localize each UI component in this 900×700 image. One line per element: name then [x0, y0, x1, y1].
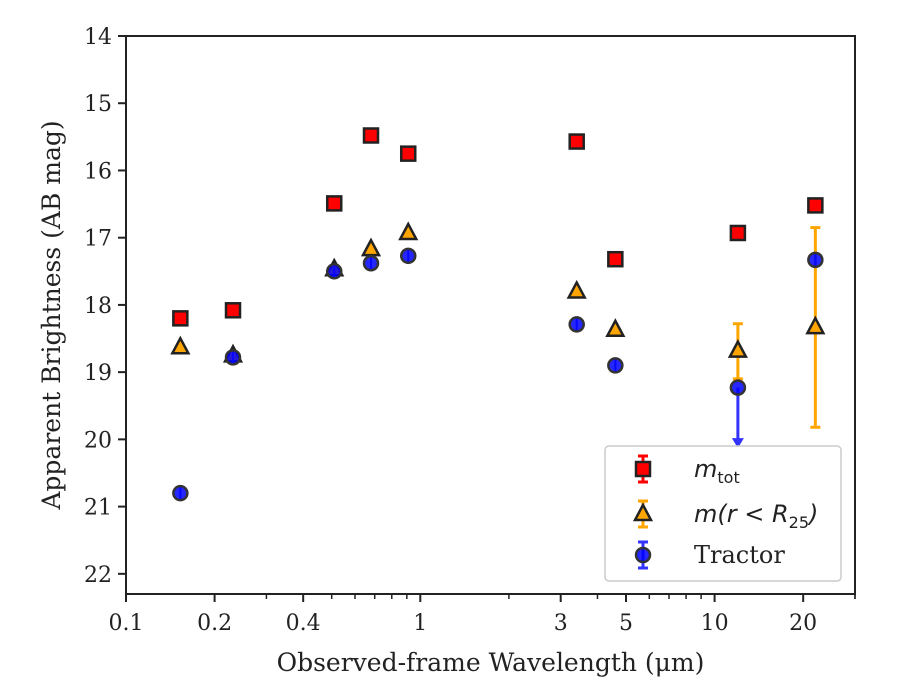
y-tick-label-4: 18	[84, 294, 112, 319]
y-tick-label-5: 19	[84, 361, 112, 386]
point-circle-2	[325, 263, 343, 280]
legend-marker-2	[634, 546, 652, 564]
legend-box	[604, 445, 842, 582]
point-square-0	[172, 310, 189, 327]
point-circle-4	[399, 247, 417, 265]
point-square-5	[568, 133, 585, 150]
y-tick-label-3: 17	[84, 227, 112, 252]
legend-marker-1	[632, 502, 654, 522]
point-square-2	[325, 195, 343, 212]
x-tick-label-5: 5	[619, 611, 633, 636]
point-triangle-3	[360, 237, 382, 257]
point-square-4	[399, 145, 417, 162]
x-tick-label-1: 0.2	[197, 611, 232, 636]
point-circle-5	[568, 316, 585, 333]
y-tick-label-6: 20	[84, 428, 112, 453]
x-tick-label-0: 0.1	[109, 611, 144, 636]
point-circle-7	[729, 379, 747, 396]
point-square-7	[729, 224, 747, 242]
x-tick-label-7: 20	[789, 611, 817, 636]
point-square-1	[224, 302, 242, 319]
point-square-6	[607, 250, 624, 268]
x-axis-title: Observed-frame Wavelength (μm)	[277, 648, 705, 677]
legend: mtot m(r < R25) Tractor	[604, 445, 842, 582]
legend-label-2: Tractor	[694, 541, 785, 569]
y-tick-label-2: 16	[84, 159, 112, 184]
point-triangle-7	[727, 338, 748, 358]
axes: 14 15 16 17 18 19 20 21 22 0.1 0.2 0.4 1 3 5 10 20 Observ…	[37, 25, 856, 677]
point-square-8	[807, 197, 824, 214]
x-tick-label-2: 0.4	[286, 611, 321, 636]
x-tick-label-3: 1	[413, 611, 427, 636]
x-tick-label-6: 10	[701, 611, 729, 636]
plot-area	[170, 127, 826, 502]
point-circle-8	[807, 251, 824, 269]
y-tick-label-0: 14	[84, 25, 112, 50]
point-triangle-8	[805, 315, 826, 335]
upper-limit-arrow-7	[731, 438, 744, 449]
point-circle-1	[224, 349, 242, 366]
point-square-3	[362, 127, 380, 144]
y-axis-title: Apparent Brightness (AB mag)	[37, 120, 66, 510]
point-triangle-6	[605, 318, 626, 338]
point-triangle-4	[398, 221, 419, 241]
x-tick-label-4: 3	[554, 611, 568, 636]
point-circle-6	[607, 357, 624, 374]
point-triangle-0	[170, 335, 191, 355]
y-tick-label-1: 15	[84, 92, 112, 117]
point-circle-3	[362, 254, 380, 272]
axes-frame	[125, 35, 856, 595]
y-tick-label-8: 22	[84, 563, 112, 588]
point-circle-0	[172, 484, 189, 502]
legend-label-1: m(r < R25)	[694, 500, 818, 532]
legend-marker-0	[634, 460, 652, 478]
y-tick-label-7: 21	[84, 496, 112, 521]
legend-label-0: mtot	[694, 455, 740, 487]
point-triangle-5	[566, 279, 587, 299]
